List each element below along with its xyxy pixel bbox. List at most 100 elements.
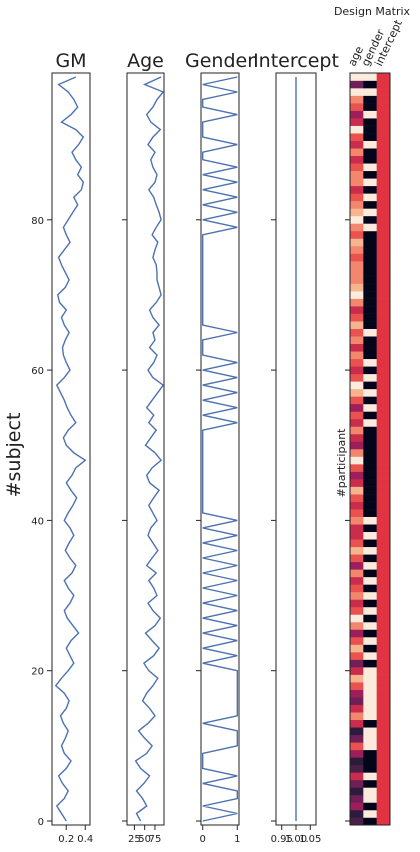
matrix-cell-intercept (376, 148, 390, 157)
matrix-cell-age (350, 426, 364, 435)
matrix-cell-age (350, 456, 364, 465)
matrix-cell-intercept (376, 817, 390, 826)
matrix-cell-intercept (376, 200, 390, 209)
matrix-cell-intercept (376, 652, 390, 660)
matrix-cell-intercept (376, 403, 390, 412)
panel-title: Age (127, 50, 164, 72)
matrix-cell-age (350, 336, 364, 345)
x-tick-label: 1.05 (299, 834, 321, 845)
matrix-cell-gender (363, 298, 377, 307)
matrix-cell-intercept (376, 742, 390, 751)
matrix-cell-gender (363, 464, 377, 472)
matrix-cell-age (350, 73, 364, 81)
y-tick-label: 80 (31, 216, 44, 227)
matrix-cell-gender (363, 170, 377, 179)
matrix-cell-intercept (376, 140, 390, 149)
matrix-cell-age (350, 328, 364, 337)
matrix-cell-intercept (376, 95, 390, 104)
matrix-cell-gender (363, 95, 377, 104)
matrix-cell-age (350, 644, 364, 653)
matrix-cell-gender (363, 546, 377, 555)
matrix-cell-age (350, 531, 364, 540)
matrix-cell-intercept (376, 441, 390, 450)
matrix-cell-age (350, 441, 364, 450)
matrix-cell-gender (363, 524, 377, 533)
matrix-cell-intercept (376, 794, 390, 803)
y-tick-label: 60 (31, 366, 44, 377)
matrix-cell-age (350, 351, 364, 360)
matrix-cell-age (350, 772, 364, 781)
matrix-cell-gender (363, 140, 377, 149)
matrix-cell-gender (363, 689, 377, 698)
matrix-cell-age (350, 704, 364, 713)
matrix-cell-intercept (376, 291, 390, 299)
x-tick-label: 25 (128, 834, 141, 845)
matrix-cell-gender (363, 584, 377, 593)
matrix-cell-gender (363, 245, 377, 254)
y-tick-label: 20 (31, 667, 44, 678)
matrix-cell-age (350, 606, 364, 615)
panel-title: Intercept (253, 50, 339, 72)
x-tick-label: 0.2 (58, 834, 74, 845)
matrix-cell-intercept (376, 313, 390, 322)
matrix-cell-intercept (376, 591, 390, 600)
matrix-cell-age (350, 667, 364, 675)
matrix-cell-intercept (376, 682, 390, 690)
x-tick-label: 75 (149, 834, 162, 845)
matrix-cell-age (350, 621, 364, 630)
matrix-cell-age (350, 449, 364, 457)
matrix-cell-gender (363, 516, 377, 525)
series-line (54, 76, 87, 822)
matrix-cell-intercept (376, 689, 390, 698)
matrix-cell-age (350, 373, 364, 382)
matrix-cell-gender (363, 486, 377, 495)
matrix-cell-age (350, 689, 364, 698)
matrix-cell-age (350, 509, 364, 517)
x-tick-label: 0.95 (271, 834, 293, 845)
matrix-cell-age (350, 802, 364, 811)
matrix-cell-gender (363, 727, 377, 736)
matrix-cell-intercept (376, 381, 390, 390)
matrix-cell-age (350, 133, 364, 141)
matrix-cell-intercept (376, 531, 390, 540)
matrix-cell-intercept (376, 667, 390, 675)
matrix-cell-gender (363, 629, 377, 638)
matrix-cell-gender (363, 809, 377, 818)
matrix-cell-gender (363, 659, 377, 668)
matrix-cell-intercept (376, 230, 390, 239)
matrix-cell-gender (363, 779, 377, 788)
matrix-cell-age (350, 283, 364, 292)
matrix-cell-intercept (376, 479, 390, 487)
matrix-cell-intercept (376, 772, 390, 781)
matrix-cell-intercept (376, 343, 390, 352)
matrix-cell-intercept (376, 494, 390, 502)
matrix-cell-age (350, 779, 364, 788)
matrix-cell-intercept (376, 697, 390, 705)
matrix-cell-age (350, 215, 364, 224)
matrix-cell-age (350, 629, 364, 638)
matrix-cell-gender (363, 802, 377, 811)
matrix-cell-age (350, 787, 364, 796)
matrix-cell-age (350, 479, 364, 487)
matrix-cell-gender (363, 772, 377, 781)
matrix-cell-intercept (376, 456, 390, 465)
matrix-cell-intercept (376, 757, 390, 766)
matrix-cell-age (350, 403, 364, 412)
matrix-cell-intercept (376, 501, 390, 510)
matrix-cell-age (350, 110, 364, 119)
matrix-cell-intercept (376, 328, 390, 337)
matrix-cell-age (350, 238, 364, 247)
matrix-cell-gender (363, 313, 377, 322)
matrix-cell-age (350, 230, 364, 239)
matrix-cell-intercept (376, 779, 390, 788)
panel-frame (200, 72, 240, 826)
matrix-cell-intercept (376, 336, 390, 345)
panel-title: GM (55, 50, 86, 72)
matrix-cell-gender (363, 757, 377, 766)
matrix-cell-gender (363, 291, 377, 299)
matrix-cell-age (350, 734, 364, 743)
matrix-cell-gender (363, 794, 377, 803)
matrix-cell-intercept (376, 193, 390, 202)
